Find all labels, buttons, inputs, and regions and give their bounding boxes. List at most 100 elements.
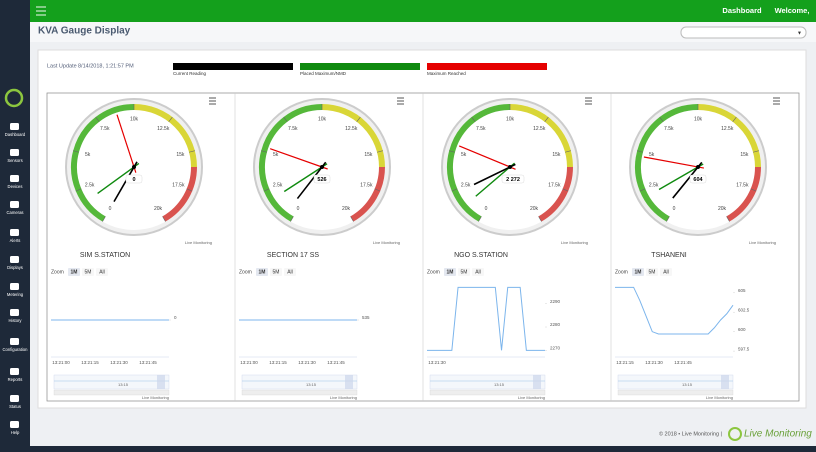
y-tick-label: 605 [738, 288, 746, 293]
sidebar-icon[interactable] [10, 149, 19, 156]
gauge-value: 604 [693, 177, 703, 183]
x-tick-label: 13:21:30 [428, 360, 446, 365]
sidebar-icon[interactable] [10, 229, 19, 236]
zoom-button[interactable] [82, 268, 94, 276]
gauge-tick [449, 150, 456, 153]
gauge-tick-label: 17.5k [172, 183, 185, 189]
sidebar-label[interactable]: Sensors [7, 158, 22, 163]
legend-swatch [427, 63, 547, 70]
zoom-button[interactable] [472, 268, 484, 276]
sidebar-label[interactable]: Help [11, 430, 20, 435]
sidebar-label[interactable]: Displays [7, 265, 23, 270]
zoom-button-label[interactable]: All [287, 269, 293, 275]
scrollbar[interactable] [53, 389, 170, 396]
zoom-label: Zoom [427, 269, 440, 275]
scrollbar[interactable] [617, 389, 734, 396]
zoom-button[interactable] [96, 268, 108, 276]
zoom-button-label[interactable]: 1M [71, 269, 78, 275]
gauge-pivot [320, 165, 324, 169]
zoom-button[interactable] [646, 268, 658, 276]
sidebar-icon[interactable] [10, 123, 19, 130]
gauge-tick [752, 150, 759, 153]
gauge-tick-label: 7.5k [664, 126, 674, 132]
scrollbar[interactable] [241, 389, 358, 396]
sidebar-label[interactable]: Devices [8, 184, 23, 189]
sidebar-icon[interactable] [10, 283, 19, 290]
navigator-handle[interactable] [157, 375, 165, 389]
gauge-tick [168, 116, 173, 122]
gauge-tick-label: 0 [109, 206, 112, 212]
gauge-tick [639, 188, 646, 192]
zoom-button[interactable] [660, 268, 672, 276]
zoom-button[interactable] [632, 268, 644, 276]
sidebar-label[interactable]: Configuration [3, 347, 29, 352]
sidebar-label[interactable]: Metering [7, 292, 24, 297]
sidebar-icon[interactable] [10, 368, 19, 375]
zoom-button-label[interactable]: 5M [461, 269, 468, 275]
dropdown-arrow[interactable]: ▼ [797, 30, 802, 36]
gauge-value-box [313, 174, 331, 184]
zoom-button-label[interactable]: 5M [85, 269, 92, 275]
gauge-tick [637, 150, 644, 153]
zoom-button-label[interactable]: 1M [259, 269, 266, 275]
x-tick-label: 13:21:00 [52, 360, 70, 365]
gauge-tick-label: 5k [461, 152, 467, 158]
navigator-handle[interactable] [721, 375, 729, 389]
sidebar-label[interactable]: History [8, 318, 22, 323]
zoom-button[interactable] [270, 268, 282, 276]
navigator-handle[interactable] [345, 375, 353, 389]
nav-link[interactable]: Welcome, [775, 6, 810, 15]
navigator[interactable] [53, 374, 170, 390]
gauge-tick [451, 188, 458, 192]
zoom-label: Zoom [239, 269, 252, 275]
zoom-button-label[interactable]: 5M [649, 269, 656, 275]
sidebar-label[interactable]: Status [9, 404, 21, 409]
gauge-tick-label: 17.5k [736, 183, 749, 189]
sidebar-icon[interactable] [10, 256, 19, 263]
zoom-button-label[interactable]: 1M [447, 269, 454, 275]
dropdown[interactable] [680, 26, 807, 39]
sidebar-icon[interactable] [10, 421, 19, 428]
sidebar-label[interactable]: Reports [8, 377, 23, 382]
gauge-value-box [125, 174, 143, 184]
gauge-tick-label: 5k [649, 152, 655, 158]
zoom-button[interactable] [444, 268, 456, 276]
sidebar-icon[interactable] [10, 395, 19, 402]
nav-link[interactable]: Dashboard [722, 6, 762, 15]
zoom-button-label[interactable]: All [475, 269, 481, 275]
gauge-band [162, 166, 197, 222]
sidebar-label[interactable]: Cameras [7, 210, 24, 215]
zoom-button-label[interactable]: All [99, 269, 105, 275]
series-line [615, 286, 734, 335]
scrollbar[interactable] [429, 389, 546, 396]
x-tick-label: 13:21:15 [616, 360, 634, 365]
navigator[interactable] [429, 374, 546, 390]
sidebar-icon[interactable] [10, 201, 19, 208]
gauge-credit: Live Monitoring [561, 240, 588, 245]
navigator-handle[interactable] [533, 375, 541, 389]
zoom-button[interactable] [68, 268, 80, 276]
zoom-button-label[interactable]: 5M [273, 269, 280, 275]
legend-label: Maximum Reached [427, 71, 466, 76]
gauge-tick-label: 2.5k [649, 183, 659, 189]
gauge-tick [544, 116, 549, 122]
zoom-button-label[interactable]: 1M [635, 269, 642, 275]
zoom-button[interactable] [284, 268, 296, 276]
gauge-tick-label: 0 [673, 206, 676, 212]
sidebar-icon[interactable] [10, 309, 19, 316]
bottom-strip [0, 446, 816, 452]
sidebar-icon[interactable] [10, 175, 19, 182]
zoom-button-label[interactable]: All [663, 269, 669, 275]
zoom-button[interactable] [458, 268, 470, 276]
menu-icon[interactable] [36, 6, 46, 16]
navigator[interactable] [617, 374, 734, 390]
navigator[interactable] [241, 374, 358, 390]
sidebar-icon[interactable] [10, 338, 19, 345]
sidebar-label[interactable]: Alerts [10, 238, 21, 243]
gauge-pivot [508, 165, 512, 169]
zoom-button[interactable] [256, 268, 268, 276]
sidebar-label[interactable]: Dashboard [5, 132, 26, 137]
gauge-title: SECTION 17 SS [267, 252, 319, 259]
gauge-tick-label: 10k [506, 116, 515, 122]
gauge-tick-label: 20k [342, 206, 351, 212]
